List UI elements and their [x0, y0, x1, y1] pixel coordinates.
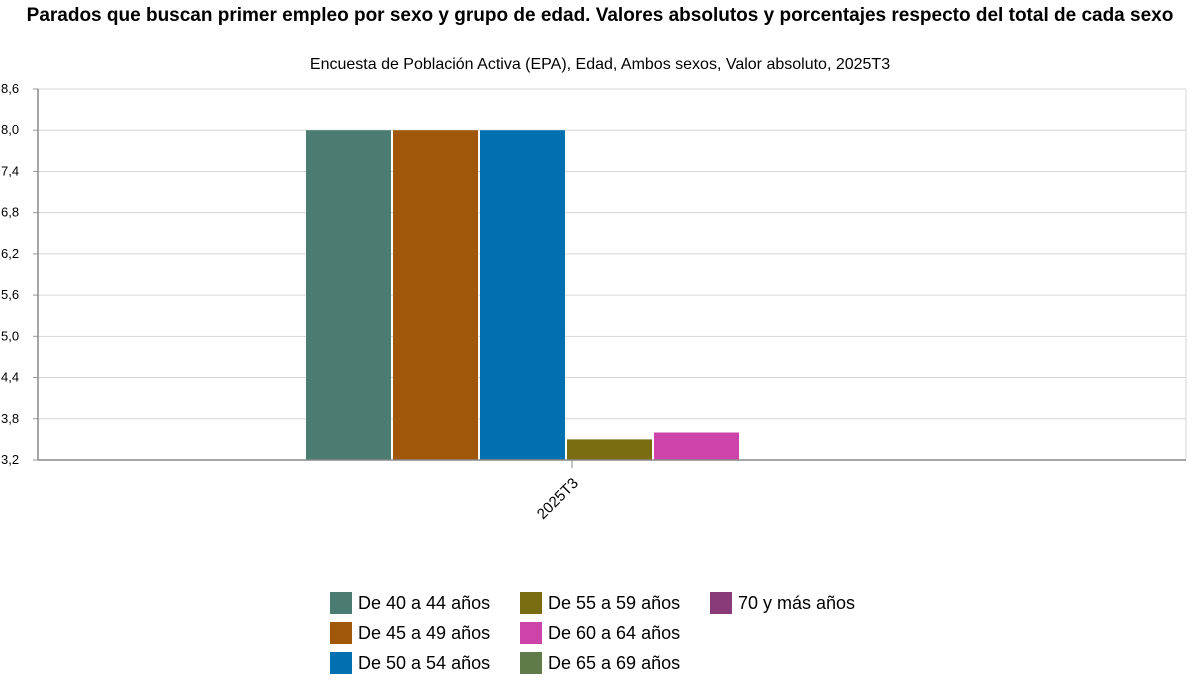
bar-de-50-a-54-a-os	[480, 130, 565, 460]
legend-item[interactable]: De 40 a 44 años	[330, 590, 520, 616]
legend-label: De 60 a 64 años	[548, 622, 681, 643]
y-tick-label: 3,2	[1, 452, 19, 467]
y-tick-label: 6,8	[1, 205, 19, 220]
legend-label: 70 y más años	[738, 592, 856, 613]
legend-item[interactable]: De 65 a 69 años	[520, 650, 710, 676]
y-tick-label: 8,0	[1, 122, 19, 137]
legend-item[interactable]: De 55 a 59 años	[520, 590, 710, 616]
legend-label: De 55 a 59 años	[548, 592, 681, 613]
legend-swatch	[520, 622, 542, 644]
y-tick-label: 7,4	[1, 163, 19, 178]
y-axis-ticks: 3,2 3,8 4,4 5,0 5,6 6,2 6,8 7,4 8,0 8,6	[1, 81, 38, 467]
bar-de-45-a-49-a-os	[393, 130, 478, 460]
y-tick-label: 5,6	[1, 287, 19, 302]
legend: De 40 a 44 años De 45 a 49 años De 50 a 54…	[330, 590, 900, 676]
legend-item[interactable]: 70 y más años	[710, 590, 900, 616]
grid-lines	[38, 88, 1187, 461]
legend-label: De 50 a 54 años	[358, 652, 491, 673]
bar-chart: 3,2 3,8 4,4 5,0 5,6 6,2 6,8 7,4 8,0 8,6 2025T3	[1, 81, 1187, 523]
y-tick-label: 5,0	[1, 328, 19, 343]
legend-item[interactable]: De 50 a 54 años	[330, 650, 520, 676]
x-axis-ticks: 2025T3	[534, 460, 582, 523]
bars	[306, 130, 739, 460]
chart-title: Parados que buscan primer empleo por sex…	[26, 5, 1174, 26]
legend-item[interactable]: De 60 a 64 años	[520, 620, 710, 646]
legend-swatch	[330, 592, 352, 614]
legend-swatch	[520, 652, 542, 674]
bar-de-55-a-59-a-os	[567, 439, 652, 460]
legend-swatch	[330, 622, 352, 644]
x-category-label: 2025T3	[534, 475, 582, 523]
legend-swatch	[710, 592, 732, 614]
bar-de-60-a-64-a-os	[654, 432, 739, 460]
y-tick-label: 3,8	[1, 411, 19, 426]
bar-de-40-a-44-a-os	[306, 130, 391, 460]
y-tick-label: 4,4	[1, 370, 19, 385]
y-tick-label: 6,2	[1, 246, 19, 261]
legend-label: De 40 a 44 años	[358, 592, 491, 613]
y-tick-label: 8,6	[1, 81, 19, 96]
chart-subtitle: Encuesta de Población Activa (EPA), Edad…	[309, 56, 891, 73]
legend-swatch	[330, 652, 352, 674]
legend-item[interactable]: De 45 a 49 años	[330, 620, 520, 646]
legend-label: De 45 a 49 años	[358, 622, 491, 643]
legend-swatch	[520, 592, 542, 614]
legend-label: De 65 a 69 años	[548, 652, 681, 673]
